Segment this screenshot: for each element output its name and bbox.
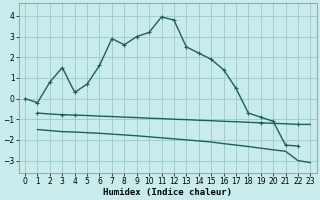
X-axis label: Humidex (Indice chaleur): Humidex (Indice chaleur)	[103, 188, 232, 197]
